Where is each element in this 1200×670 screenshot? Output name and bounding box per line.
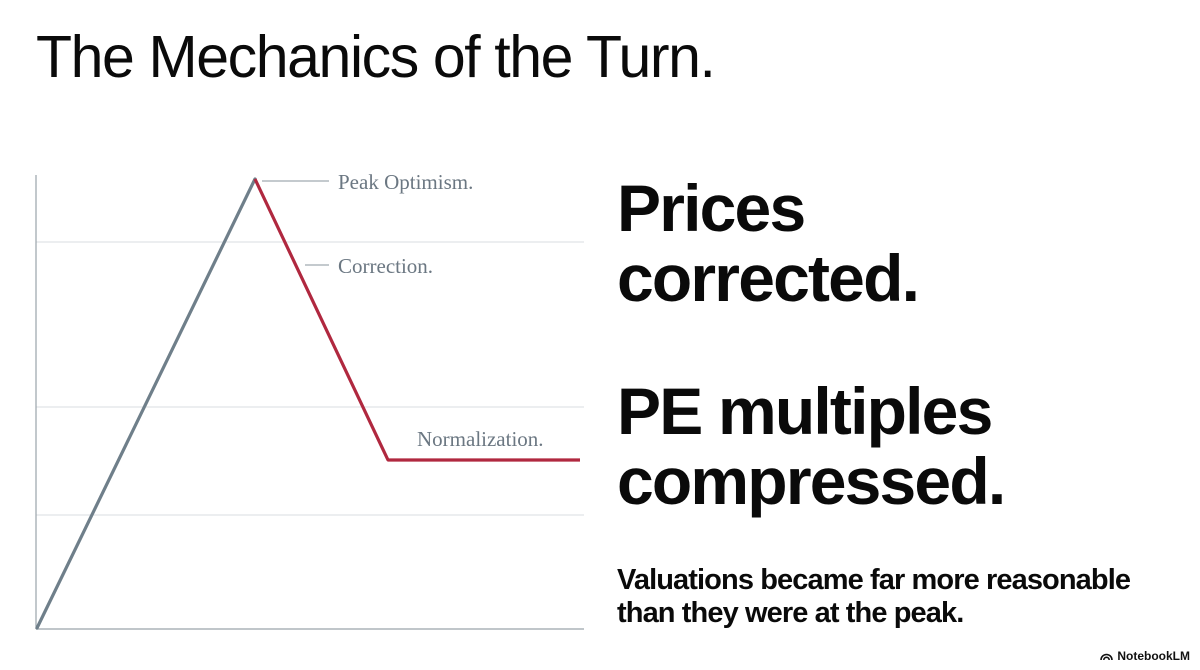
peak-optimism-label: Peak Optimism. [338, 170, 473, 194]
headline-line: PE multiples [617, 374, 993, 448]
headline-prices-corrected: Prices corrected. [617, 171, 920, 315]
subtext-line: than they were at the peak. [617, 597, 964, 629]
headline-line: Prices [617, 171, 806, 245]
headline-pe-compressed: PE multiples compressed. [617, 374, 1006, 518]
brand-label: NotebookLM [1117, 649, 1190, 663]
headline-line: corrected. [617, 241, 920, 315]
subtext-line: Valuations became far more reasonable [617, 564, 1131, 596]
normalization-label: Normalization. [417, 427, 544, 451]
rise-line [35, 177, 257, 630]
correction-line [253, 178, 580, 462]
brand-watermark: NotebookLM [1100, 649, 1190, 663]
valuation-subtext: Valuations became far more reasonable th… [617, 564, 1200, 630]
headline-line: compressed. [617, 444, 1006, 518]
price-cycle-diagram: Peak Optimism. Correction. Normalization… [35, 170, 584, 630]
correction-label: Correction. [338, 254, 433, 278]
page-title: The Mechanics of the Turn. [36, 24, 716, 90]
notebooklm-icon [1100, 653, 1114, 661]
